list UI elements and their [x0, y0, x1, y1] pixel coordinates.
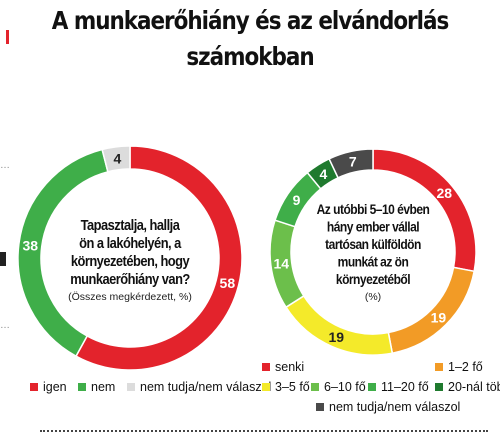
- legend-swatch: [262, 383, 270, 391]
- donut-question-line: környezetében, hogy: [71, 252, 190, 269]
- legend-swatch: [262, 363, 270, 371]
- legend-item: senki: [262, 360, 304, 374]
- legend-chart1: igen nem nem tudja/nem válaszol: [0, 380, 271, 400]
- page-title-line2: számokban: [186, 42, 314, 71]
- legend-swatch: [78, 383, 86, 391]
- legend-swatch: [127, 383, 135, 391]
- slice-value-label: 7: [349, 154, 357, 170]
- dotted-divider: [40, 430, 488, 432]
- donut-slice-7: [328, 148, 374, 179]
- legend-label: 20-nál többen: [448, 380, 500, 394]
- edge-fragment: [0, 30, 9, 44]
- slice-value-label: 19: [328, 329, 344, 345]
- legend-label: 6–10 fő: [324, 380, 366, 394]
- legend-label: 3–5 fő: [275, 380, 310, 394]
- donut-question-line: Tapasztalja, hallja: [81, 216, 181, 233]
- donut-slice-3: [101, 145, 131, 173]
- edge-dots: …: [0, 160, 11, 171]
- page-title: A munkaerőhiány és az elvándorlás: [51, 6, 449, 35]
- legend-swatch: [311, 383, 319, 391]
- donut-chart-elvandorlas: 28 19 19 14 9 4 7 Az utóbbi 5–10 évben hány embe…: [269, 148, 477, 356]
- donut-note: (Összes megkérdezett, %): [68, 291, 192, 303]
- legend-label: nem: [91, 380, 116, 394]
- legend-item: 20-nál többen: [435, 380, 500, 394]
- legend-swatch: [368, 383, 376, 391]
- donut-question-line: ön a lakóhelyén, a: [79, 234, 181, 251]
- donut-question-line: Az utóbbi 5–10 évben: [317, 201, 430, 217]
- legend-item: nem tudja/nem válaszol: [127, 380, 271, 394]
- donut-question-line: munkát az ön: [338, 254, 409, 270]
- donut-question-line: környezetéből: [336, 271, 410, 287]
- legend-swatch: [316, 403, 324, 411]
- donut-slice-3: [284, 294, 394, 356]
- legend-item: 6–10 fő: [311, 380, 366, 394]
- slice-value-label: 4: [114, 150, 122, 166]
- legend-swatch: [435, 383, 443, 391]
- legend-swatch: [30, 383, 38, 391]
- slice-value-label: 28: [436, 185, 452, 201]
- slice-value-label: 14: [273, 256, 289, 272]
- edge-dots: …: [0, 320, 11, 331]
- donut-question-line: tartósan külföldön: [325, 236, 421, 252]
- legend-item: nem tudja/nem válaszol: [316, 400, 460, 414]
- legend-label: 1–2 fő: [448, 360, 483, 374]
- legend-label: nem tudja/nem válaszol: [140, 380, 272, 394]
- donut-slice-1: [75, 145, 243, 371]
- legend-label: senki: [275, 360, 305, 374]
- legend-item: 3–5 fő: [262, 380, 310, 394]
- legend-label: 11–20 fő: [381, 380, 429, 394]
- legend-chart2: senki 1–2 fő 3–5 fő 6–10 fő 11–20 fő 20-…: [260, 360, 500, 420]
- slice-value-label: 19: [431, 309, 447, 325]
- donut-note: (%): [365, 291, 381, 303]
- slice-value-label: 9: [293, 192, 301, 208]
- slice-value-label: 58: [220, 275, 236, 291]
- edge-fragment: [0, 252, 6, 266]
- donut-question-line: hány ember vállal: [327, 219, 419, 235]
- legend-item: 11–20 fő: [368, 380, 429, 394]
- legend-swatch: [435, 363, 443, 371]
- legend-item: igen: [30, 380, 67, 394]
- slice-value-label: 4: [320, 166, 328, 182]
- legend-label: nem tudja/nem válaszol: [329, 400, 461, 414]
- legend-item: 1–2 fő: [435, 360, 483, 374]
- legend-label: igen: [43, 380, 67, 394]
- donut-question-line: munkaerőhiány van?: [70, 270, 190, 287]
- slice-value-label: 38: [23, 237, 39, 253]
- legend-item: nem: [78, 380, 115, 394]
